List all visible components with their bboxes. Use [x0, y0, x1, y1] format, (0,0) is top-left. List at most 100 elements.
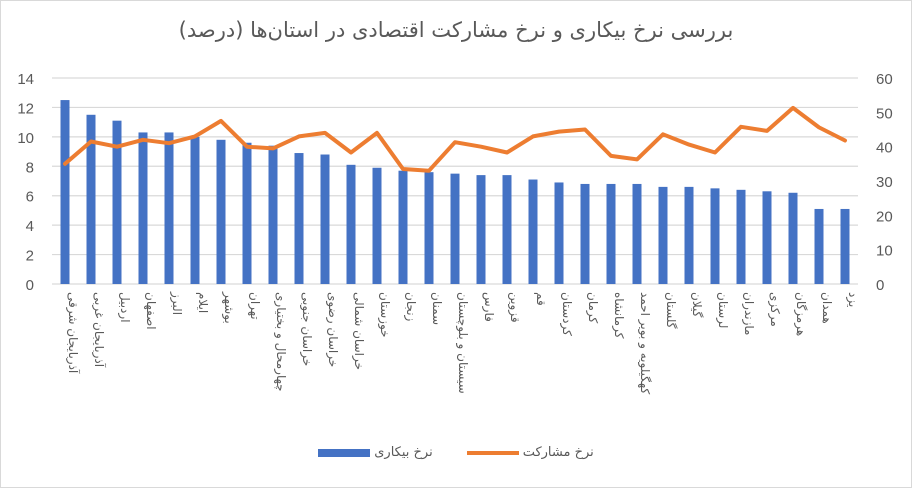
- bar-unemployment: [528, 179, 538, 284]
- x-axis-label: کرمان: [585, 292, 600, 324]
- left-axis-tick: 4: [26, 218, 34, 235]
- x-axis-label: اصفهان: [144, 292, 158, 330]
- x-axis-label: سمنان: [430, 292, 444, 325]
- right-axis-tick: 40: [876, 140, 893, 157]
- svg-text:تهران: تهران: [247, 292, 262, 320]
- bar-unemployment: [840, 208, 850, 284]
- bar-unemployment: [814, 208, 824, 284]
- svg-text:آذربایجان غربی: آذربایجان غربی: [91, 292, 107, 368]
- x-axis-label: آذربایجان غربی: [91, 292, 107, 368]
- x-axis-label: مرکزی: [767, 292, 782, 327]
- svg-text:کرمانشاه: کرمانشاه: [611, 292, 626, 339]
- bar-unemployment: [658, 186, 668, 284]
- bar-unemployment: [736, 189, 746, 284]
- x-axis-label: البرز: [169, 291, 184, 315]
- svg-text:کردستان: کردستان: [559, 292, 574, 336]
- svg-text:زنجان: زنجان: [403, 292, 418, 322]
- x-axis-label: بوشهر: [221, 291, 236, 324]
- bar-unemployment: [398, 170, 408, 284]
- x-axis-label: لرستان: [715, 292, 730, 328]
- x-axis-label: فارس: [481, 292, 496, 322]
- bar-unemployment: [268, 145, 278, 284]
- x-axis-label: گلستان: [664, 292, 678, 329]
- left-axis-tick: 0: [26, 277, 34, 294]
- svg-text:کرمان: کرمان: [585, 292, 600, 324]
- svg-text:بوشهر: بوشهر: [221, 291, 236, 324]
- svg-text:قم: قم: [534, 292, 548, 306]
- svg-text:آذربایجان شرقی: آذربایجان شرقی: [65, 292, 81, 374]
- x-axis-label: چهارمحال و بختیاری: [273, 292, 288, 392]
- bar-unemployment: [242, 142, 252, 284]
- x-axis-label: گیلان: [690, 292, 704, 318]
- svg-text:اردبیل: اردبیل: [117, 292, 132, 323]
- svg-text:سیستان و بلوچستان: سیستان و بلوچستان: [455, 292, 470, 394]
- bar-unemployment: [320, 154, 330, 284]
- x-axis-label: سیستان و بلوچستان: [455, 292, 470, 394]
- x-axis-label: کرمانشاه: [611, 292, 626, 339]
- x-axis-label: کردستان: [559, 292, 574, 336]
- x-axis-label: تهران: [247, 292, 262, 320]
- svg-text:هرمزگان: هرمزگان: [793, 292, 808, 336]
- left-axis-tick: 8: [26, 159, 34, 176]
- x-axis-label: کهگیلویه و بویر احمد: [637, 292, 652, 394]
- legend-item-unemployment: نرخ بیکاری: [318, 445, 433, 460]
- bar-unemployment: [554, 182, 564, 284]
- svg-text:همدان: همدان: [820, 292, 834, 324]
- right-axis-tick: 10: [876, 243, 893, 260]
- svg-text:خراسان شمالی: خراسان شمالی: [351, 292, 366, 370]
- x-axis-label: اردبیل: [117, 292, 132, 323]
- right-axis-tick: 30: [876, 174, 893, 191]
- bar-unemployment: [710, 188, 720, 284]
- svg-text:فارس: فارس: [481, 292, 496, 322]
- bar-unemployment: [164, 132, 174, 284]
- bar-unemployment: [476, 175, 486, 284]
- svg-text:ایلام: ایلام: [196, 292, 210, 313]
- x-axis-label: قزوین: [507, 292, 522, 323]
- svg-text:کهگیلویه و بویر احمد: کهگیلویه و بویر احمد: [637, 292, 652, 394]
- svg-text:گیلان: گیلان: [690, 292, 704, 318]
- legend-item-participation: نرخ مشارکت: [466, 445, 594, 460]
- bar-unemployment: [346, 164, 356, 284]
- x-axis-label: خراسان جنوبی: [299, 292, 314, 366]
- legend: نرخ مشارکت نرخ بیکاری: [0, 445, 912, 460]
- svg-text:اصفهان: اصفهان: [144, 292, 158, 330]
- bar-unemployment: [372, 167, 382, 284]
- bar-unemployment: [190, 136, 200, 284]
- left-axis-tick: 12: [17, 100, 34, 117]
- svg-text:البرز: البرز: [169, 291, 184, 315]
- bar-unemployment: [632, 183, 642, 284]
- bar-unemployment: [424, 172, 434, 284]
- left-axis-tick: 2: [26, 248, 34, 265]
- svg-text:سمنان: سمنان: [430, 292, 444, 325]
- right-axis-tick: 60: [876, 71, 893, 88]
- bar-unemployment: [684, 186, 694, 284]
- x-axis-label: زنجان: [403, 292, 418, 322]
- bar-unemployment: [112, 120, 122, 285]
- legend-line-swatch-icon: [466, 450, 519, 455]
- left-axis-tick: 10: [17, 130, 34, 147]
- svg-text:مازندران: مازندران: [741, 292, 756, 335]
- bar-unemployment: [294, 153, 304, 284]
- bar-unemployment: [60, 100, 70, 284]
- svg-text:خوزستان: خوزستان: [377, 292, 392, 338]
- left-axis-tick: 14: [17, 71, 34, 88]
- right-axis-tick: 20: [876, 208, 893, 225]
- x-axis-label: خراسان شمالی: [351, 292, 366, 370]
- bar-unemployment: [788, 192, 798, 284]
- x-axis-label: خراسان رضوی: [325, 292, 340, 367]
- bar-unemployment: [606, 183, 616, 284]
- svg-text:خراسان رضوی: خراسان رضوی: [325, 292, 340, 367]
- x-axis-label: مازندران: [741, 292, 756, 335]
- right-axis-tick: 0: [876, 277, 884, 294]
- svg-text:گلستان: گلستان: [664, 292, 678, 329]
- bar-unemployment: [86, 114, 96, 285]
- legend-bar-swatch-icon: [318, 448, 371, 457]
- x-axis-label: قم: [534, 292, 548, 306]
- x-axis-label: هرمزگان: [793, 292, 808, 336]
- x-axis-label: همدان: [820, 292, 834, 324]
- svg-text:قزوین: قزوین: [507, 292, 522, 323]
- x-axis-label: یزد: [845, 292, 860, 307]
- bar-unemployment: [450, 173, 460, 284]
- bar-unemployment: [502, 175, 512, 284]
